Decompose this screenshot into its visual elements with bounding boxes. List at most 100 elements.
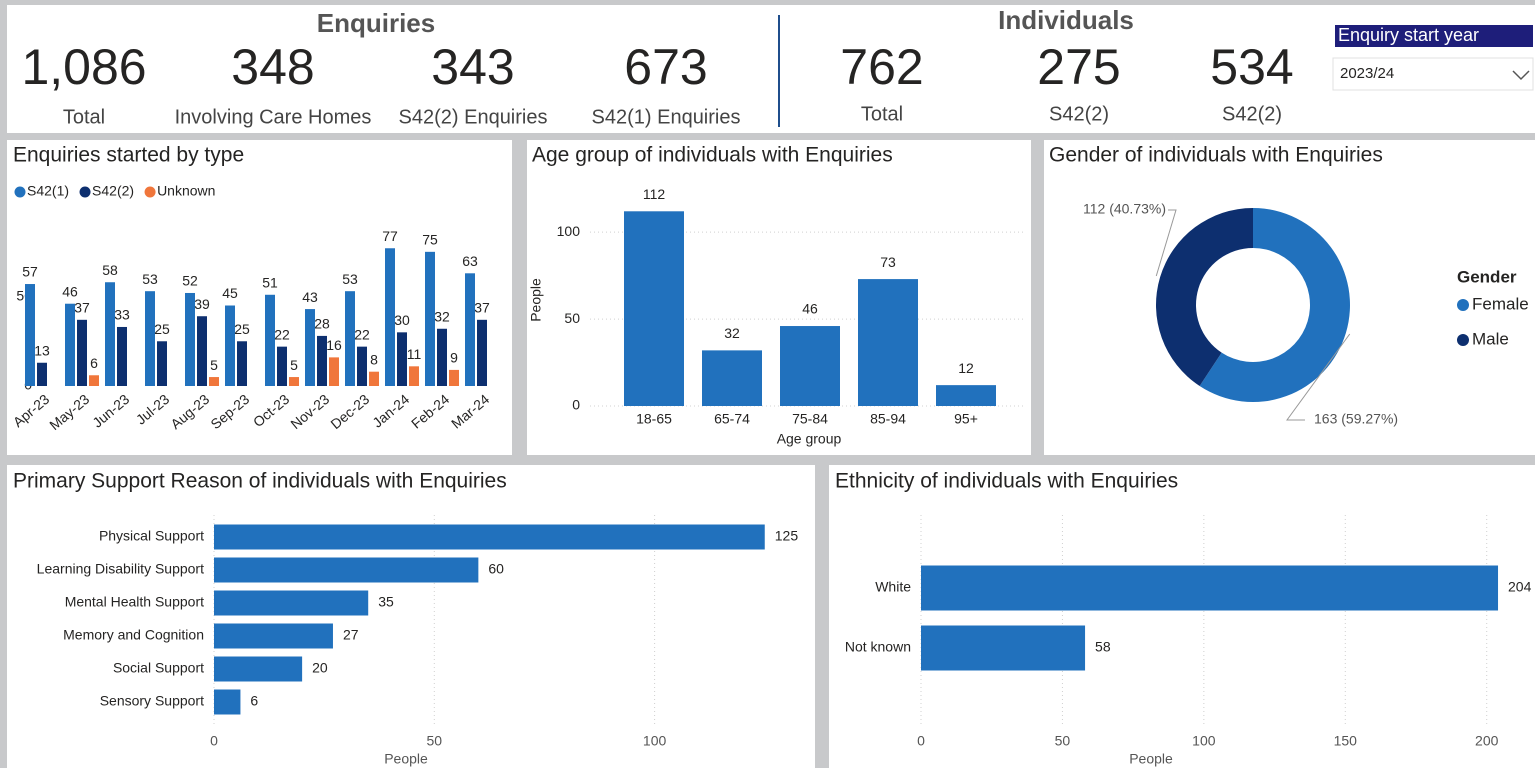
bar [225, 305, 235, 386]
data-label: 46 [62, 283, 78, 299]
data-label: 63 [462, 253, 478, 269]
x-tick-label: 0 [210, 733, 218, 749]
panel [7, 465, 815, 768]
donut-segment [1155, 208, 1253, 386]
bar [214, 524, 765, 550]
y-tick-label: 0 [572, 397, 580, 413]
bar [265, 294, 275, 386]
data-label: 6 [250, 693, 258, 709]
slicer-dropdown[interactable] [1332, 57, 1534, 91]
data-label: 53 [142, 271, 158, 287]
slicer-header [1335, 25, 1533, 47]
x-axis-label: Age group [777, 431, 842, 447]
slicer-title: Enquiry start year [1338, 25, 1479, 45]
x-tick-label: 18-65 [636, 411, 672, 427]
kpi-label: Total [63, 106, 105, 128]
data-label: 46 [802, 301, 818, 317]
data-label: 51 [262, 274, 278, 290]
bar [921, 625, 1086, 671]
bar [477, 319, 487, 386]
legend-marker [79, 186, 91, 198]
bar [25, 284, 35, 386]
bar [437, 328, 447, 386]
kpi-label: Total [861, 103, 903, 125]
bar [345, 291, 355, 386]
leader-line [1286, 333, 1351, 421]
kpi-value: 343 [431, 39, 514, 95]
y-axis-label: People [528, 278, 544, 322]
x-tick-label: 95+ [954, 411, 978, 427]
kpi-value: 1,086 [21, 39, 146, 95]
bar [858, 279, 918, 406]
data-label: 25 [234, 321, 250, 337]
kpi-label: S42(2) [1049, 103, 1109, 125]
x-tick-label: 75-84 [792, 411, 828, 427]
legend-label: Male [1472, 329, 1509, 348]
data-label: 75 [422, 232, 438, 248]
chart-title: Enquiries started by type [13, 144, 244, 167]
kpi-label: S42(2) [1222, 103, 1282, 125]
data-label: 58 [1095, 639, 1111, 655]
bar [369, 371, 379, 386]
data-label: 28 [314, 316, 330, 332]
x-tick-label: 100 [1192, 733, 1216, 749]
bar [465, 273, 475, 386]
data-label: 60 [488, 561, 504, 577]
bar [317, 335, 327, 386]
data-label: 45 [222, 285, 238, 301]
y-tick-label: Mental Health Support [65, 594, 204, 610]
y-tick-label: Sensory Support [100, 693, 204, 709]
bar [105, 282, 115, 386]
data-label: 112 (40.73%) [1083, 201, 1166, 217]
x-tick-label: 85-94 [870, 411, 906, 427]
kpi-value: 762 [840, 39, 923, 95]
data-label: 12 [958, 360, 974, 376]
data-label: 35 [378, 594, 394, 610]
bar [385, 248, 395, 386]
data-label: 9 [450, 350, 458, 366]
x-tick-label: 100 [643, 733, 667, 749]
data-label: 22 [354, 326, 370, 342]
x-tick-label: 150 [1334, 733, 1358, 749]
data-label: 6 [90, 355, 98, 371]
bar [117, 326, 127, 386]
bar [214, 656, 303, 682]
data-label: 57 [22, 264, 38, 280]
bar [780, 326, 840, 406]
x-tick-label: 50 [427, 733, 443, 749]
kpi-group-title: Individuals [998, 5, 1134, 35]
data-label: 204 [1508, 579, 1532, 595]
data-label: 32 [724, 325, 740, 341]
y-tick-label: 100 [557, 223, 581, 239]
data-label: 52 [182, 273, 198, 289]
y-tick-label: Learning Disability Support [37, 561, 204, 577]
legend-marker [144, 186, 156, 198]
bar [214, 689, 241, 715]
x-tick-label: 65-74 [714, 411, 750, 427]
data-label: 20 [312, 660, 328, 676]
bar [197, 316, 207, 386]
data-label: 77 [382, 228, 398, 244]
bar [409, 366, 419, 386]
bar [397, 332, 407, 386]
data-label: 43 [302, 289, 318, 305]
legend-label: S42(2) [92, 183, 134, 199]
bar [624, 211, 684, 406]
bar [89, 375, 99, 386]
bar [277, 346, 287, 386]
slicer-value: 2023/24 [1340, 65, 1394, 82]
bar [425, 251, 435, 386]
data-label: 163 (59.27%) [1314, 411, 1398, 427]
panel [829, 465, 1535, 768]
legend-marker [14, 186, 26, 198]
x-axis-label: People [384, 751, 428, 767]
kpi-value: 275 [1037, 39, 1120, 95]
data-label: 22 [274, 326, 290, 342]
data-label: 11 [407, 346, 422, 362]
legend-label: S42(1) [27, 183, 69, 199]
bar [214, 623, 333, 649]
data-label: 73 [880, 254, 896, 270]
bar [921, 565, 1499, 611]
chart-title: Age group of individuals with Enquiries [532, 144, 893, 167]
